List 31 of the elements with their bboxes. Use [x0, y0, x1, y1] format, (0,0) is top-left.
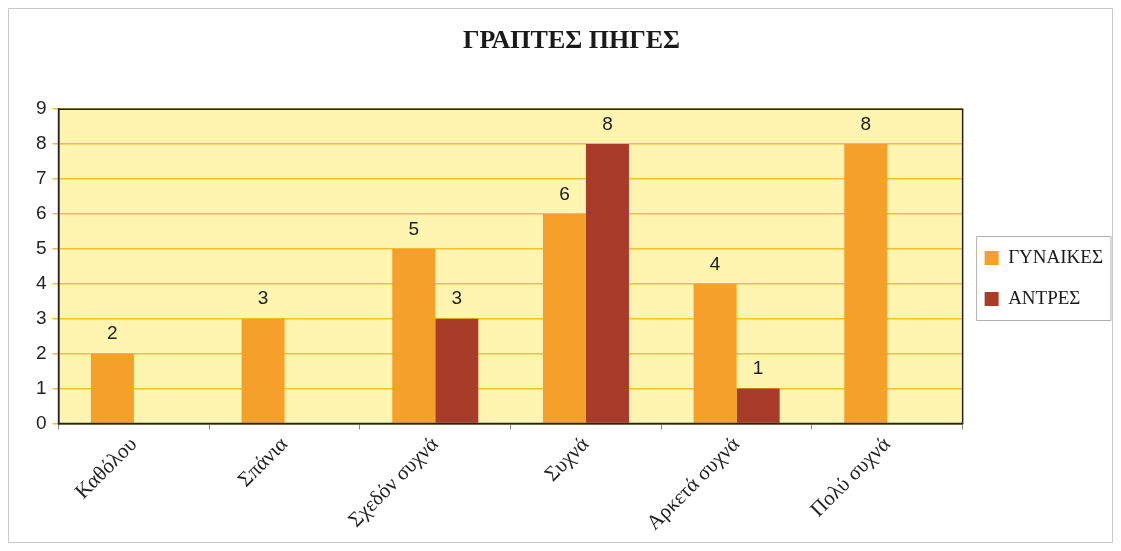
data-label: 1: [752, 357, 764, 379]
data-label: 5: [408, 217, 420, 239]
chart-title: ΓΡΑΠΤΕΣ ΠΗΓΕΣ: [462, 25, 681, 55]
data-label: 3: [451, 287, 463, 309]
y-tick-label: 0: [35, 411, 47, 433]
y-tick-label: 5: [35, 237, 47, 259]
data-label: 6: [559, 182, 570, 204]
bar: [736, 388, 780, 423]
bar: [844, 144, 888, 423]
legend-label: ΑΝΤΡΕΣ: [1008, 286, 1081, 308]
y-tick-label: 1: [35, 376, 47, 398]
data-label: 2: [107, 322, 118, 344]
bar: [435, 318, 479, 423]
y-tick-label: 4: [35, 272, 47, 294]
y-tick-label: 2: [35, 341, 47, 363]
y-tick-label: 8: [35, 132, 47, 154]
y-tick-label: 7: [35, 167, 47, 189]
bar: [585, 144, 629, 423]
bar: [542, 213, 586, 423]
legend-label: ΓΥΝΑΙΚΕΣ: [1008, 245, 1104, 267]
bar: [90, 353, 134, 423]
y-tick-label: 3: [35, 306, 47, 328]
data-label: 8: [602, 112, 613, 134]
bar: [693, 283, 737, 423]
data-label: 4: [709, 252, 721, 274]
y-tick-label: 9: [35, 97, 47, 119]
bar: [392, 248, 436, 423]
y-tick-label: 6: [35, 202, 47, 224]
data-label: 8: [860, 112, 872, 134]
data-label: 3: [257, 287, 269, 309]
bar: [241, 318, 285, 423]
